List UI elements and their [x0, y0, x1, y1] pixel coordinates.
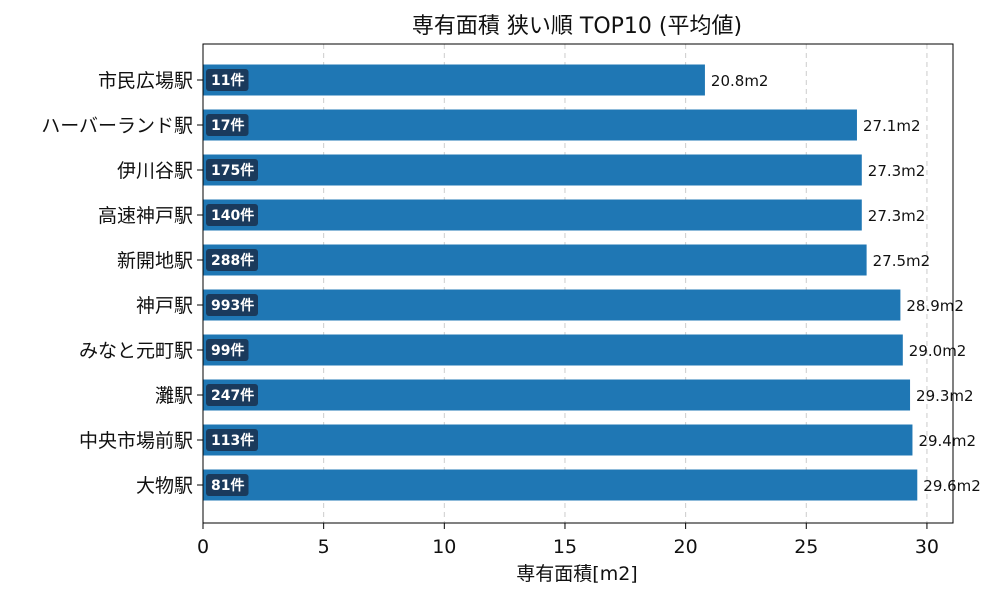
y-tick-label: ハーバーランド駅 — [41, 115, 193, 137]
x-tick-label: 30 — [915, 536, 939, 558]
count-badge — [206, 114, 249, 136]
count-label: 81件 — [211, 477, 244, 494]
value-label: 27.5m2 — [873, 252, 931, 270]
chart-title: 専有面積 狭い順 TOP10 (平均値) — [412, 14, 742, 39]
x-axis-ticks: 0 5 10 15 20 25 30 — [197, 523, 939, 558]
count-label: 11件 — [211, 72, 244, 89]
count-badge — [206, 384, 258, 406]
bar — [203, 244, 867, 276]
bar — [203, 334, 903, 366]
bar — [203, 289, 901, 321]
value-label: 20.8m2 — [711, 72, 769, 90]
x-tick-label: 20 — [674, 536, 698, 558]
y-tick-label: みなと元町駅 — [79, 340, 193, 362]
value-label: 28.9m2 — [906, 297, 964, 315]
value-label: 27.3m2 — [868, 162, 926, 180]
value-label: 29.6m2 — [923, 477, 981, 495]
bar — [203, 109, 857, 141]
count-badge — [206, 429, 258, 451]
plot-frame — [202, 43, 954, 524]
count-label: 99件 — [211, 342, 244, 359]
x-tick-label: 10 — [432, 536, 456, 558]
count-badge — [206, 294, 258, 316]
count-label: 113件 — [211, 432, 254, 449]
count-label: 288件 — [211, 252, 254, 269]
y-tick-label: 高速神戸駅 — [98, 205, 193, 227]
count-badge — [206, 204, 258, 226]
bar — [203, 154, 862, 186]
value-label: 27.3m2 — [868, 207, 926, 225]
y-tick-label: 伊川谷駅 — [117, 160, 193, 182]
y-tick-label: 大物駅 — [136, 475, 193, 497]
y-axis-ticks: 市民広場駅ハーバーランド駅伊川谷駅高速神戸駅新開地駅神戸駅みなと元町駅灘駅中央市… — [41, 70, 203, 497]
x-axis-label: 専有面積[m2] — [516, 563, 637, 585]
count-badge — [206, 69, 249, 91]
count-label: 140件 — [211, 207, 254, 224]
y-tick-label: 神戸駅 — [136, 295, 193, 317]
y-tick-label: 中央市場前駅 — [79, 430, 193, 452]
count-badge — [206, 474, 249, 496]
value-label: 29.3m2 — [916, 387, 974, 405]
x-tick-label: 0 — [197, 536, 209, 558]
count-badge — [206, 339, 249, 361]
count-label: 993件 — [211, 297, 254, 314]
bar — [203, 469, 918, 501]
count-label: 247件 — [211, 387, 254, 404]
value-label: 27.1m2 — [863, 117, 921, 135]
count-label: 175件 — [211, 162, 254, 179]
value-label: 29.0m2 — [909, 342, 967, 360]
bar — [203, 64, 705, 96]
value-label: 29.4m2 — [918, 432, 976, 450]
y-tick-label: 灘駅 — [155, 385, 193, 407]
bars-layer: 11件 20.8m2 17件 27.1m2 175件 27.3m2 140件 27.3m2 28… — [203, 64, 981, 501]
count-badge — [206, 159, 258, 181]
x-tick-label: 15 — [553, 536, 577, 558]
bar — [203, 424, 913, 456]
y-tick-label: 新開地駅 — [117, 250, 193, 272]
count-label: 17件 — [211, 117, 244, 134]
bar — [203, 379, 911, 411]
x-tick-label: 25 — [794, 536, 818, 558]
bar — [203, 199, 862, 231]
count-badge — [206, 249, 258, 271]
x-tick-label: 5 — [318, 536, 330, 558]
y-tick-label: 市民広場駅 — [98, 70, 193, 92]
